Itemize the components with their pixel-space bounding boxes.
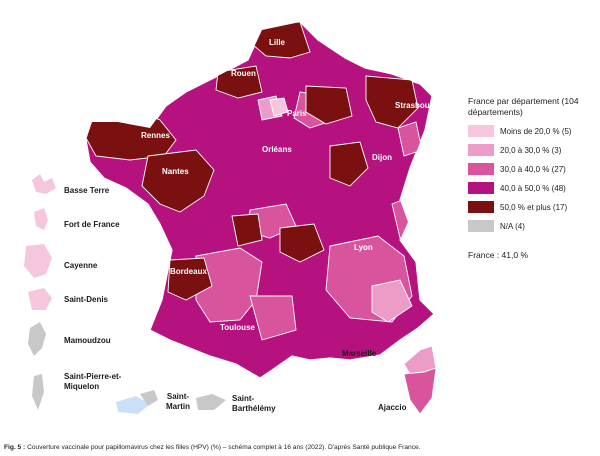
city-label-paris: Paris: [287, 109, 307, 118]
legend-item-label: 20,0 à 30,0 % (3): [500, 145, 562, 155]
saint-barthelemy-shape: [196, 394, 226, 410]
department-zone-50-plus: [279, 223, 325, 263]
city-label-lille: Lille: [269, 38, 286, 47]
legend-swatch: [468, 125, 494, 137]
city-label-lyon: Lyon: [354, 243, 373, 252]
department-zone-under-20: [269, 97, 289, 117]
legend-item-label: 30,0 à 40,0 % (27): [500, 164, 566, 174]
legend-item: 20,0 à 30,0 % (3): [468, 144, 596, 156]
overseas-label-saint-denis: Saint-Denis: [64, 295, 109, 304]
legend-item: 40,0 à 50,0 % (48): [468, 182, 596, 194]
legend-item: N/A (4): [468, 220, 596, 232]
city-label-marseille: Marseille: [342, 349, 377, 358]
overseas-label-saint-barthelemy: Saint-Barthélémy: [232, 394, 276, 413]
overseas-label-fort-de-france: Fort de France: [64, 220, 120, 229]
city-label-toulouse: Toulouse: [220, 323, 256, 332]
department-zone-50-plus: [167, 257, 213, 301]
city-label-dijon: Dijon: [372, 153, 392, 162]
legend-swatch: [468, 182, 494, 194]
department-zone-50-plus: [305, 85, 353, 125]
overseas-label-saint-martin: Saint-Martin: [166, 392, 190, 411]
figure-number: Fig. 5 :: [4, 444, 26, 451]
figure-caption: Fig. 5 : Couverture vaccinale pour papil…: [4, 444, 596, 451]
city-label-rennes: Rennes: [141, 131, 170, 140]
legend-swatch: [468, 220, 494, 232]
department-zone-30-40: [195, 247, 263, 323]
legend-title: France par département (104 départements…: [468, 96, 579, 117]
corsica-lower: [403, 367, 437, 415]
national-average: France : 41,0 %: [468, 250, 529, 260]
legend-item-label: Moins de 20,0 % (5): [500, 126, 572, 136]
saint-pierre-shape: [32, 374, 44, 410]
department-zone-50-plus: [231, 213, 263, 247]
guyane-shape: [24, 244, 52, 278]
city-label-rouen: Rouen: [231, 69, 256, 78]
guadeloupe-shape: [32, 174, 56, 194]
department-zone-50-plus: [215, 65, 263, 99]
legend-item: 30,0 à 40,0 % (27): [468, 163, 596, 175]
legend-swatch: [468, 163, 494, 175]
overseas-label-cayenne: Cayenne: [64, 261, 98, 270]
city-label-bordeaux: Bordeaux: [170, 267, 207, 276]
department-zone-50-plus: [141, 149, 215, 213]
legend-item: 50,0 % et plus (17): [468, 201, 596, 213]
saint-martin-shape: [116, 396, 150, 414]
overseas-label-saint-pierre-et-miquelon: Saint-Pierre-et-Miquelon: [64, 372, 122, 391]
martinique-shape: [34, 208, 48, 230]
overseas-label-mamoudzou: Mamoudzou: [64, 336, 111, 345]
city-label-strasbourg: Strasbourg: [395, 101, 438, 110]
legend-item: Moins de 20,0 % (5): [468, 125, 596, 137]
legend-item-label: N/A (4): [500, 221, 525, 231]
legend-swatch: [468, 144, 494, 156]
legend-swatch: [468, 201, 494, 213]
city-label-ajaccio: Ajaccio: [378, 403, 407, 412]
legend-item-label: 50,0 % et plus (17): [500, 202, 568, 212]
france-department-map: Lille Rouen Strasbourg Paris Rennes Orlé…: [24, 21, 438, 415]
department-zone-30-40: [249, 295, 297, 341]
city-label-nantes: Nantes: [162, 167, 189, 176]
department-zone-50-plus: [329, 141, 369, 187]
figure-caption-text: Couverture vaccinale pour papillomavirus…: [27, 444, 421, 451]
mayotte-shape: [28, 322, 46, 356]
legend-item-label: 40,0 à 50,0 % (48): [500, 183, 566, 193]
saint-martin-north-shape: [140, 390, 158, 406]
department-zone-20-30: [371, 279, 413, 323]
city-label-orleans: Orléans: [262, 145, 292, 154]
overseas-label-basse-terre: Basse Terre: [64, 186, 110, 195]
reunion-shape: [28, 288, 52, 310]
map-legend: France par département (104 départements…: [468, 96, 596, 260]
